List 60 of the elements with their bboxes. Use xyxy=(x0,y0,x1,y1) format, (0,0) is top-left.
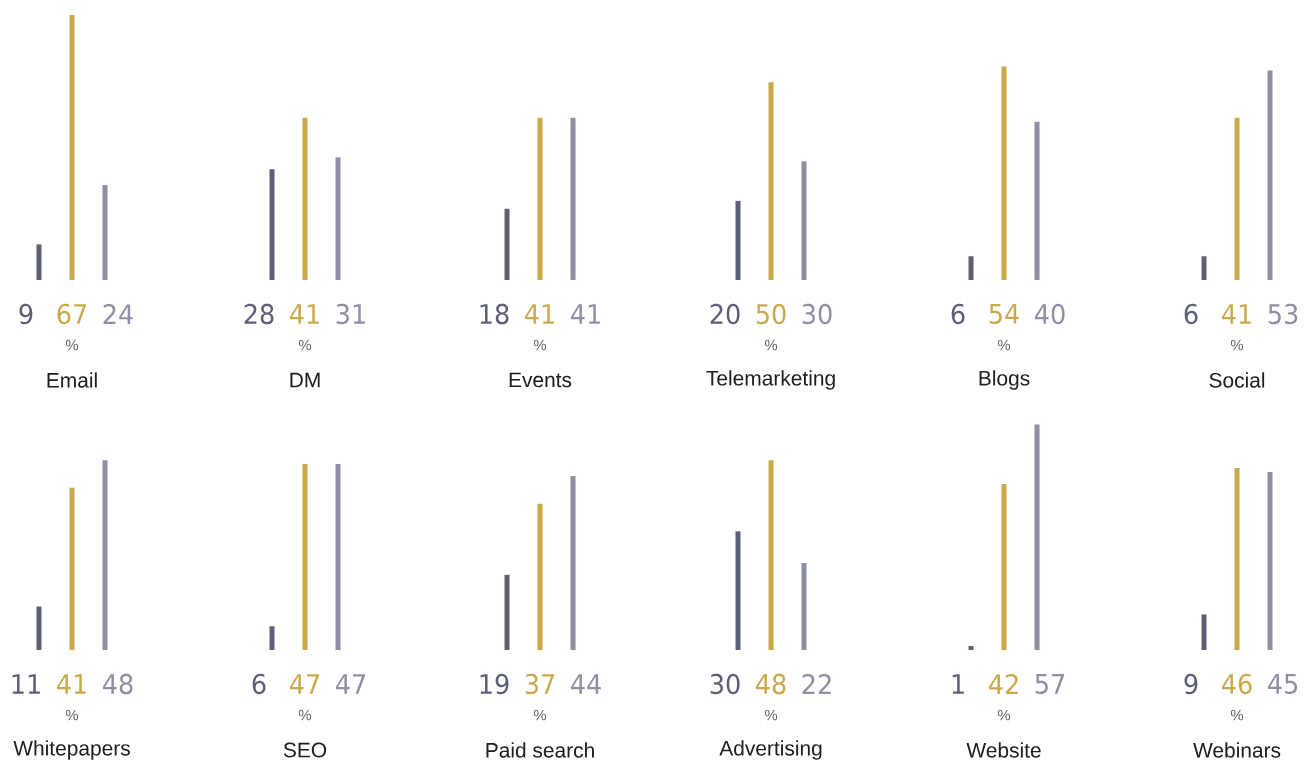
data-label: 30 xyxy=(802,303,832,325)
x-axis-title: Events xyxy=(509,372,572,388)
data-label: 31 xyxy=(336,303,365,325)
x-axis-title: DM xyxy=(290,372,320,388)
x-axis-title: Webinars xyxy=(1193,742,1281,758)
data-label: 24 xyxy=(103,304,133,324)
text: % xyxy=(764,709,778,721)
data-label: 40 xyxy=(1035,303,1065,325)
x-axis-title: Email xyxy=(47,372,97,388)
data-label: 54 xyxy=(989,304,1019,324)
data-label: 18 xyxy=(480,303,509,325)
x-axis-title: Advertising xyxy=(719,740,822,760)
data-label: 42 xyxy=(989,674,1018,694)
data-label: 48 xyxy=(102,673,133,695)
data-label: 9 xyxy=(1184,673,1198,695)
data-label: 28 xyxy=(244,303,274,325)
data-label: 50 xyxy=(756,303,786,325)
data-label: 37 xyxy=(525,673,555,695)
text: % xyxy=(997,709,1011,721)
data-label: 47 xyxy=(290,674,320,694)
data-label: 20 xyxy=(710,303,740,325)
data-label: 41 xyxy=(525,304,554,324)
x-axis-title: Website xyxy=(966,742,1041,758)
data-label: 41 xyxy=(571,304,600,324)
data-label: 53 xyxy=(1268,303,1298,325)
data-label: 48 xyxy=(756,673,786,695)
text: % xyxy=(65,709,79,721)
x-axis-title: Blogs xyxy=(979,370,1030,390)
x-axis-title: Social xyxy=(1209,372,1265,388)
text: % xyxy=(65,339,79,351)
data-label: 6 xyxy=(951,303,965,325)
data-label: 6 xyxy=(252,673,266,695)
x-axis-title: SEO xyxy=(283,742,327,758)
text: % xyxy=(298,709,312,721)
text: % xyxy=(764,339,778,351)
data-label: 41 xyxy=(56,674,86,694)
x-axis-title: Whitepapers xyxy=(13,740,130,760)
data-label: 41 xyxy=(1222,304,1251,324)
text: % xyxy=(997,339,1011,351)
data-label: 57 xyxy=(1035,674,1065,695)
data-label: 1 xyxy=(952,674,964,694)
data-label: 30 xyxy=(710,673,740,695)
data-label: 41 xyxy=(290,304,319,324)
data-label: 47 xyxy=(336,674,366,694)
data-label: 46 xyxy=(1222,673,1252,695)
data-label: 9 xyxy=(19,303,33,325)
data-label: 19 xyxy=(480,673,509,695)
text: % xyxy=(533,709,547,721)
data-label: 6 xyxy=(1184,303,1198,325)
data-label: 11 xyxy=(12,674,40,694)
x-axis-title: Telemarketing xyxy=(706,370,835,390)
x-axis-title: Paid search xyxy=(486,742,594,758)
text: % xyxy=(533,339,547,351)
text: % xyxy=(298,339,312,351)
data-label: 45 xyxy=(1268,674,1298,695)
text: % xyxy=(1230,709,1244,721)
data-label: 67 xyxy=(57,303,87,325)
data-label: 22 xyxy=(802,674,831,694)
text: % xyxy=(1230,339,1244,351)
data-label: 44 xyxy=(571,674,601,694)
